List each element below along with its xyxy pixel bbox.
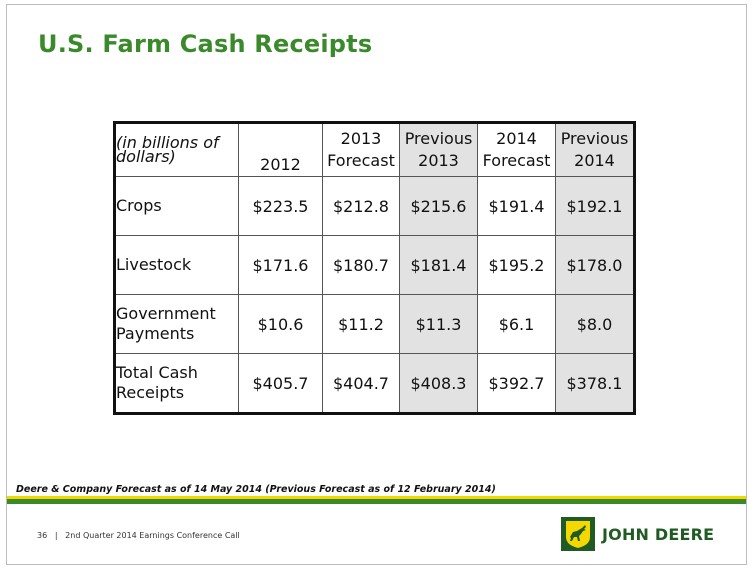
cell-2014-forecast: $6.1 [477,294,556,354]
cell-2013-forecast: $11.2 [322,294,400,354]
row-label: Crops [114,176,239,236]
cell-previous-2014: $8.0 [555,294,635,354]
row-label-line: Livestock [116,255,192,274]
cell-2012: $171.6 [238,235,323,295]
cell-previous-2014: $192.1 [555,176,635,236]
cell-previous-2013: $11.3 [399,294,478,354]
row-label-line: Government [116,304,216,323]
row-label-line: Payments [116,324,195,343]
column-header-previous-2013: Previous 2013 [399,122,478,177]
column-header-2012: 2012 [238,122,323,177]
cell-2014-forecast: $392.7 [477,353,556,414]
slide-title: U.S. Farm Cash Receipts [38,30,373,58]
logo-text: JOHN DEERE [602,525,715,544]
row-label: Livestock [114,235,239,295]
john-deere-logo: JOHN DEERE [561,517,721,551]
column-header-line: Previous [560,129,629,148]
column-header-2014-forecast: 2014 Forecast [477,122,556,177]
units-label: (in billions of dollars) [114,122,239,177]
cell-2012: $223.5 [238,176,323,236]
cell-previous-2013: $181.4 [399,235,478,295]
cell-2013-forecast: $404.7 [322,353,400,414]
cell-2013-forecast: $212.8 [322,176,400,236]
cash-receipts-table: (in billions of dollars) 2012 2013 Forec… [113,121,636,415]
cell-2012: $405.7 [238,353,323,414]
table-row-crops: Crops $223.5 $212.8 $215.6 $191.4 $192.1 [114,176,635,236]
column-header-previous-2014: Previous 2014 [555,122,635,177]
table-header-row: (in billions of dollars) 2012 2013 Forec… [114,122,635,177]
cell-2014-forecast: $191.4 [477,176,556,236]
table-row-livestock: Livestock $171.6 $180.7 $181.4 $195.2 $1… [114,235,635,295]
row-label: Total Cash Receipts [114,353,239,414]
row-label-line: Crops [116,196,162,215]
cell-2012: $10.6 [238,294,323,354]
slide-footer: 36 | 2nd Quarter 2014 Earnings Conferenc… [37,531,240,540]
leaping-deer-icon [561,517,595,551]
table-row-total-cash-receipts: Total Cash Receipts $405.7 $404.7 $408.3… [114,353,635,414]
cell-previous-2013: $215.6 [399,176,478,236]
footer-band-yellow [7,496,746,499]
cell-previous-2014: $178.0 [555,235,635,295]
slide: U.S. Farm Cash Receipts (in billions of … [6,4,747,565]
cell-previous-2014: $378.1 [555,353,635,414]
table-row-government-payments: Government Payments $10.6 $11.2 $11.3 $6… [114,294,635,354]
column-header-line: Forecast [327,151,395,170]
row-label-line: Total Cash [116,363,198,382]
column-header-line: Forecast [482,151,551,170]
row-label-line: Receipts [116,383,185,402]
forecast-footnote: Deere & Company Forecast as of 14 May 20… [16,484,496,495]
cell-2014-forecast: $195.2 [477,235,556,295]
column-header-line: 2013 [418,151,459,170]
column-header-2013-forecast: 2013 Forecast [322,122,400,177]
footer-separator: | [54,531,58,540]
cell-2013-forecast: $180.7 [322,235,400,295]
column-header-line: Previous [404,129,473,148]
footer-band-green [7,499,746,504]
footer-caption: 2nd Quarter 2014 Earnings Conference Cal… [65,531,240,540]
row-label: Government Payments [114,294,239,354]
page-number: 36 [37,531,48,540]
column-header-line: 2014 [574,151,615,170]
column-header-line: 2013 [340,129,382,148]
cell-previous-2013: $408.3 [399,353,478,414]
column-header-line: 2014 [496,129,537,148]
